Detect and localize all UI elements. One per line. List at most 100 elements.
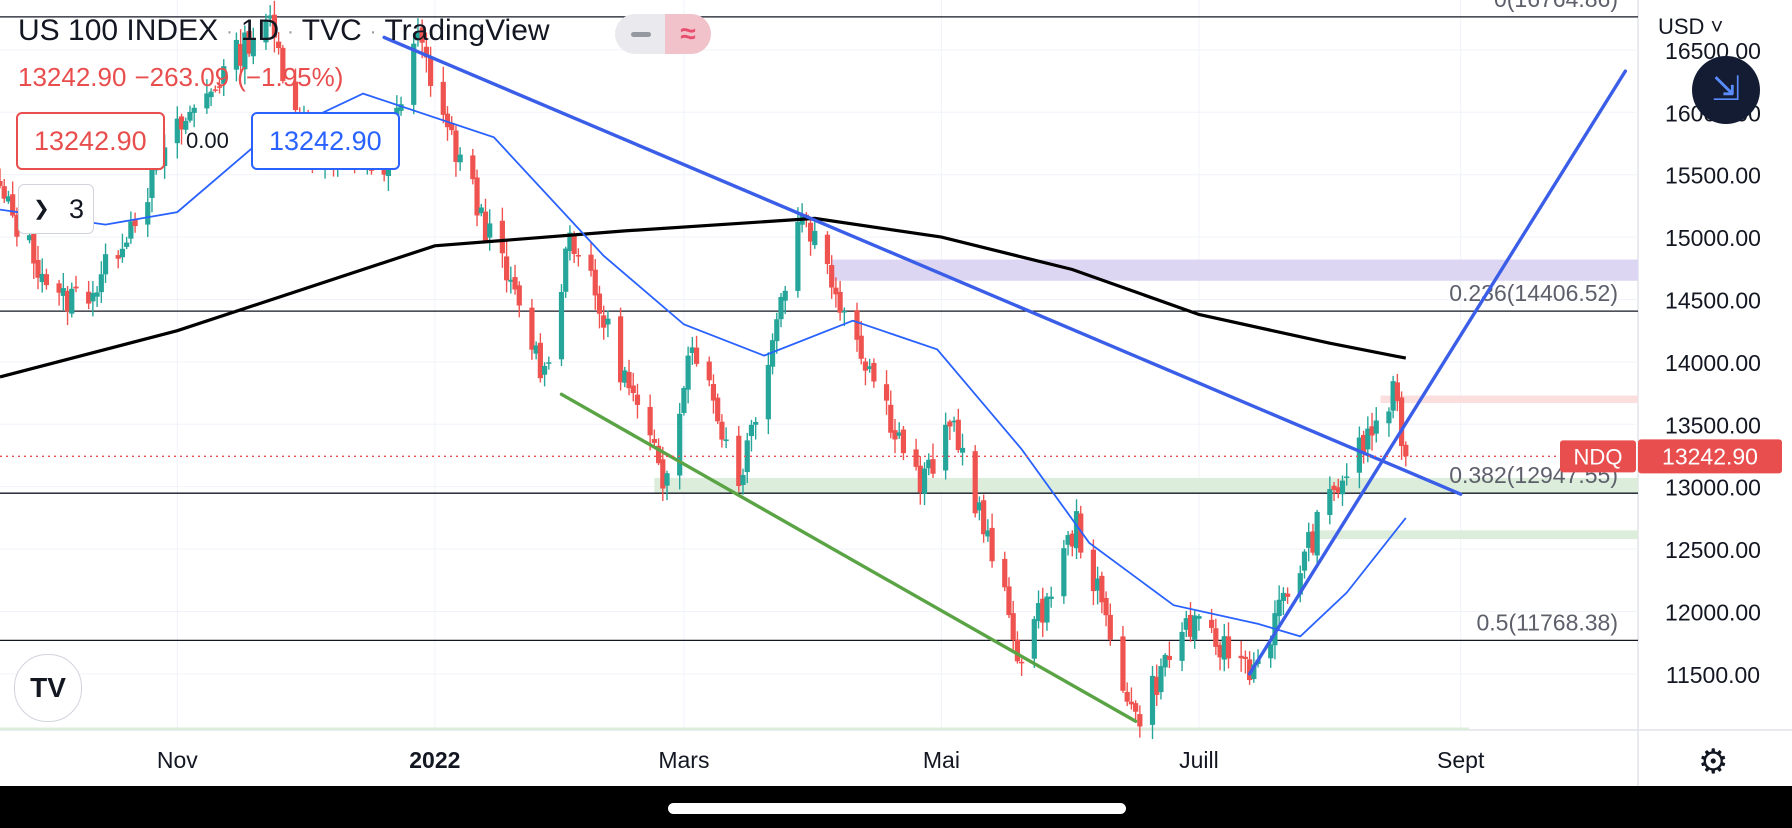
candle-body: [1002, 558, 1008, 588]
candle: [617, 307, 624, 391]
candle-body: [537, 342, 543, 379]
candle-body: [86, 291, 92, 304]
candle: [73, 275, 79, 293]
separator-dot: ·: [287, 20, 294, 43]
candle-body: [1373, 420, 1379, 434]
candle-body: [634, 394, 641, 405]
candle: [64, 286, 71, 326]
candle-body: [829, 265, 835, 288]
candle: [1390, 375, 1396, 419]
candle-body: [1213, 628, 1219, 647]
candle-body: [833, 287, 839, 295]
candle-body: [955, 419, 961, 450]
indicators-toggle[interactable]: ❯ 3: [18, 184, 94, 234]
candle: [14, 207, 20, 247]
candle: [512, 264, 518, 295]
candle: [1331, 482, 1337, 501]
ma-short-line: [0, 92, 1407, 638]
candle: [145, 187, 151, 238]
candle-body: [102, 254, 109, 275]
candle-body: [693, 347, 700, 364]
candle-body: [423, 46, 429, 58]
candle-body: [0, 180, 3, 186]
candle: [693, 335, 700, 367]
candle-body: [892, 430, 898, 440]
candle-body: [10, 194, 16, 216]
candle-body: [1386, 411, 1392, 424]
candle-body: [56, 283, 62, 293]
collapse-icon[interactable]: [631, 32, 651, 37]
currency-selector[interactable]: USD ˅: [1658, 14, 1724, 39]
x-tick-label: Nov: [157, 747, 198, 773]
candle: [1120, 625, 1126, 693]
candle-body: [575, 255, 581, 257]
candle-body: [5, 196, 12, 202]
candle-body: [740, 474, 746, 485]
sell-button[interactable]: 13242.90: [16, 112, 165, 170]
candle: [647, 394, 653, 451]
candle: [263, 13, 269, 50]
candle: [449, 116, 455, 135]
candle: [959, 433, 966, 466]
candle-body: [1327, 489, 1333, 515]
candle: [740, 468, 746, 495]
candle: [778, 292, 784, 328]
candle-body: [651, 438, 657, 443]
display-toggle[interactable]: ≈: [615, 14, 711, 54]
candle: [1306, 522, 1312, 562]
candle: [128, 211, 134, 244]
candle-body: [1390, 381, 1396, 411]
candle: [162, 134, 168, 179]
candle: [242, 25, 248, 85]
candle: [1044, 592, 1050, 631]
candle: [503, 240, 510, 293]
candle: [444, 106, 451, 141]
candle: [98, 261, 104, 303]
candle: [1019, 658, 1025, 676]
candle-body: [233, 39, 240, 70]
candle: [1107, 603, 1113, 646]
candle: [854, 302, 860, 352]
candle: [1006, 577, 1012, 619]
interval-label[interactable]: 1D: [240, 14, 280, 47]
candle-body: [1310, 531, 1316, 553]
candle: [660, 446, 666, 501]
candle-body: [782, 290, 788, 301]
candle: [563, 246, 569, 298]
y-tick-label: 12000.00: [1665, 599, 1761, 625]
change-value: −263.09: [134, 62, 230, 92]
gear-icon[interactable]: ⚙: [1698, 743, 1729, 781]
wave-icon[interactable]: ≈: [665, 14, 711, 54]
candle-body: [871, 362, 877, 382]
candle-body: [1360, 434, 1367, 454]
candle: [5, 190, 12, 204]
candle-body: [1162, 654, 1168, 668]
candle-body: [208, 91, 214, 98]
candle-body: [862, 361, 869, 371]
candle: [1073, 499, 1080, 560]
candle: [187, 105, 193, 123]
candle: [883, 370, 890, 415]
ma-long-line: [0, 216, 1407, 379]
candle: [677, 402, 683, 490]
candle-body: [503, 256, 510, 281]
candle-body: [35, 259, 41, 278]
minimize-icon[interactable]: ⇲: [1692, 56, 1760, 124]
candle: [1373, 407, 1379, 443]
home-indicator: [668, 803, 1126, 814]
symbol-title[interactable]: US 100 INDEX: [18, 14, 219, 47]
candle: [115, 250, 121, 269]
candle-body: [1247, 659, 1253, 681]
candle: [94, 286, 100, 307]
chevron-down-icon[interactable]: ❯: [33, 198, 50, 220]
candle: [871, 358, 877, 388]
candle: [271, 0, 278, 53]
candle-body: [216, 86, 223, 88]
candle: [457, 147, 463, 171]
tradingview-logo-icon[interactable]: TV: [14, 654, 82, 722]
candle: [246, 27, 252, 57]
candle: [1369, 412, 1375, 451]
candle: [1398, 391, 1405, 460]
candle: [470, 148, 476, 185]
buy-button[interactable]: 13242.90: [251, 112, 400, 170]
